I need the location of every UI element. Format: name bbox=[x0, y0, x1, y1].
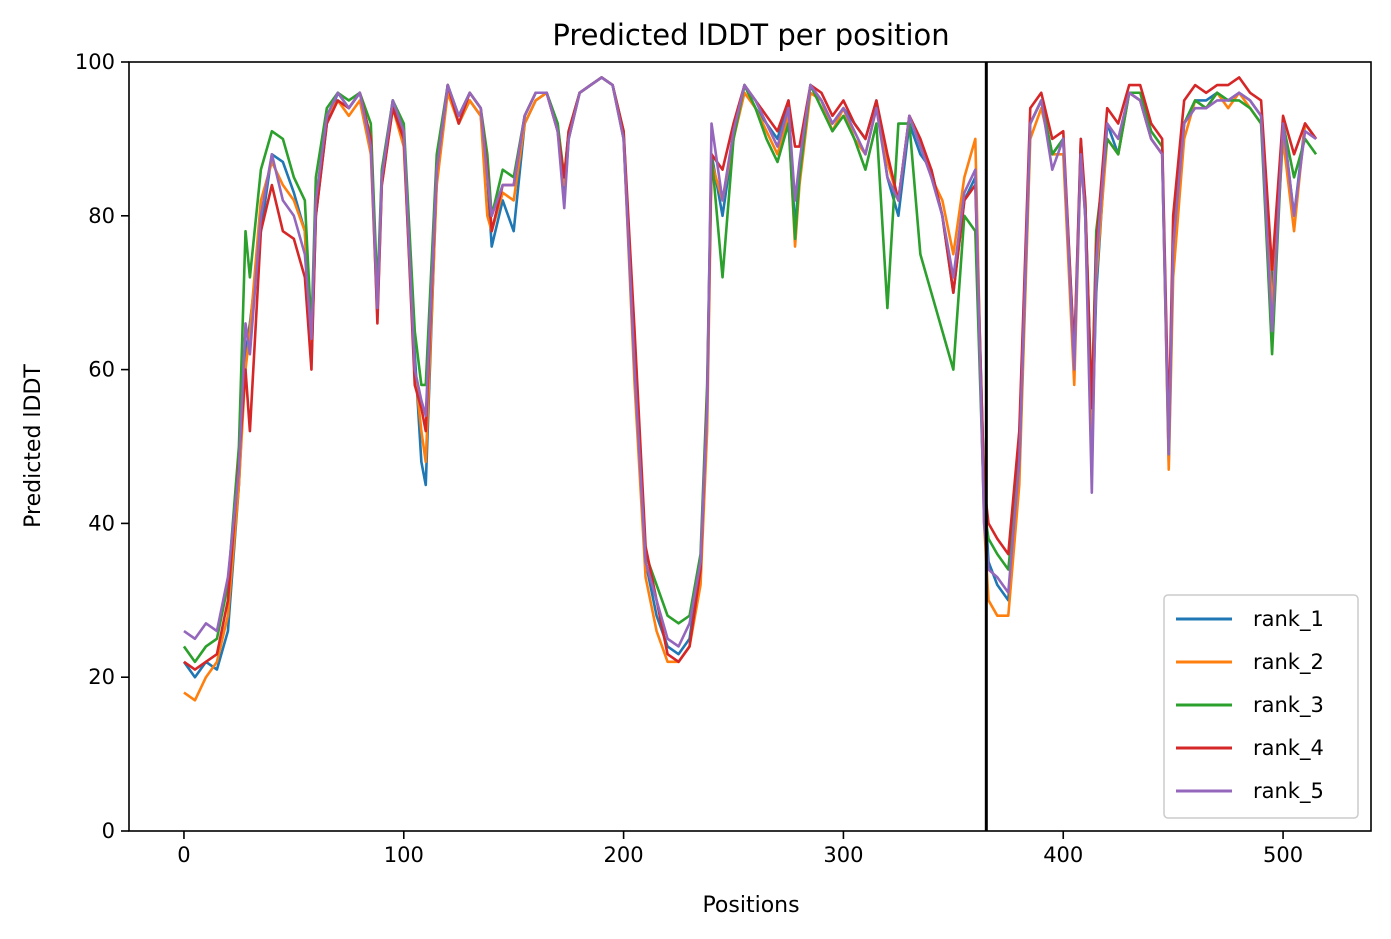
x-tick-label: 400 bbox=[1043, 843, 1083, 867]
legend-box bbox=[1163, 594, 1359, 819]
x-axis-ticks: 0 100 200 300 400 500 bbox=[177, 831, 1303, 867]
y-tick-label: 20 bbox=[88, 665, 115, 689]
x-axis-label: Positions bbox=[702, 893, 799, 918]
y-axis-ticks: 0 20 40 60 80 100 bbox=[75, 50, 129, 843]
legend-label: rank_2 bbox=[1253, 650, 1324, 675]
x-tick-label: 300 bbox=[823, 843, 863, 867]
series-line-rank-5 bbox=[183, 76, 1317, 648]
legend-label: rank_1 bbox=[1253, 607, 1324, 632]
chart-title: Predicted lDDT per position bbox=[552, 18, 949, 52]
y-tick-label: 0 bbox=[102, 819, 115, 843]
x-tick-label: 100 bbox=[384, 843, 424, 867]
y-tick-label: 60 bbox=[88, 358, 115, 382]
plot-frame bbox=[128, 61, 1372, 832]
y-tick-label: 100 bbox=[75, 50, 115, 74]
x-tick-label: 200 bbox=[604, 843, 644, 867]
x-tick-label: 500 bbox=[1263, 843, 1303, 867]
x-tick-label: 0 bbox=[177, 843, 190, 867]
series-layer bbox=[182, 76, 1318, 702]
legend-label: rank_5 bbox=[1253, 779, 1324, 804]
legend: rank_1 rank_2 rank_3 rank_4 rank_5 bbox=[1163, 594, 1359, 819]
legend-label: rank_4 bbox=[1253, 736, 1324, 761]
y-tick-label: 80 bbox=[88, 204, 115, 228]
y-axis-label: Predicted lDDT bbox=[21, 364, 46, 528]
legend-label: rank_3 bbox=[1253, 693, 1324, 718]
y-tick-label: 40 bbox=[88, 511, 115, 535]
